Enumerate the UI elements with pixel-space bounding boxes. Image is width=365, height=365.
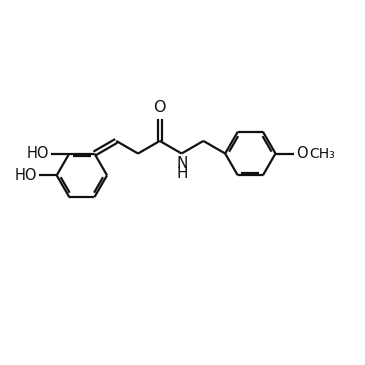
Text: O: O xyxy=(154,100,166,115)
Text: O: O xyxy=(296,146,307,161)
Text: HO: HO xyxy=(27,146,50,161)
Text: CH₃: CH₃ xyxy=(309,146,335,161)
Text: H: H xyxy=(176,166,188,181)
Text: HO: HO xyxy=(15,168,37,183)
Text: N: N xyxy=(176,156,188,172)
